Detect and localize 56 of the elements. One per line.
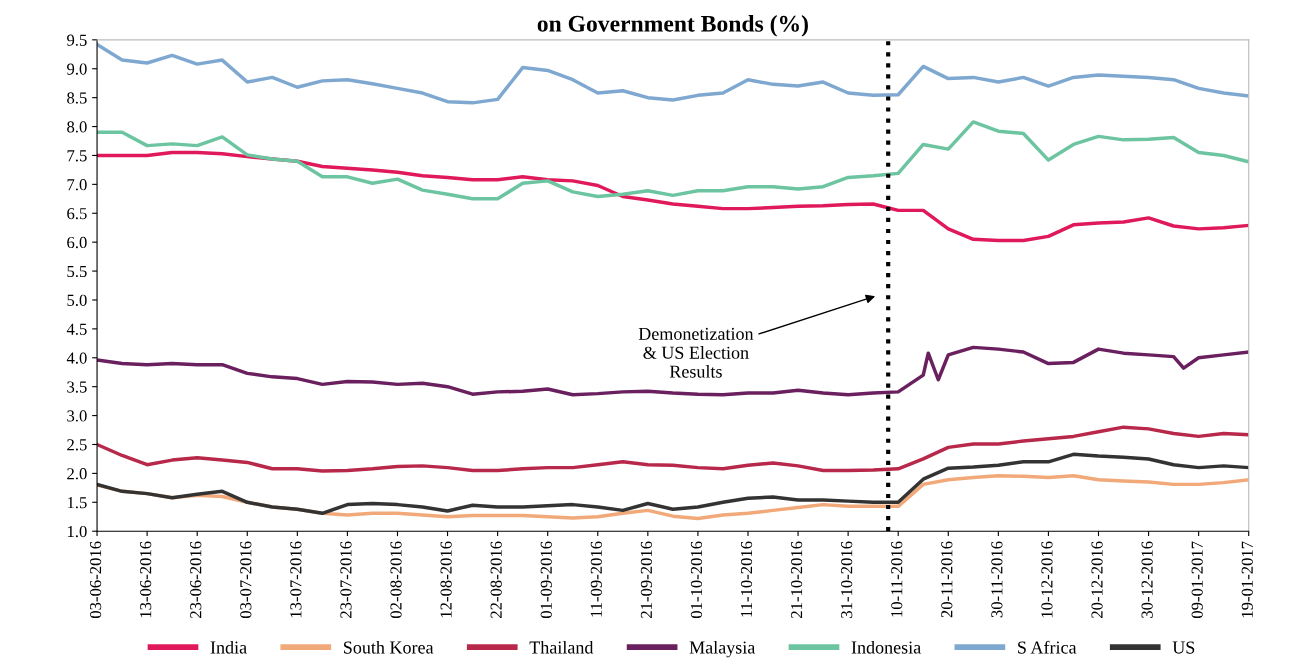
y-tick-label: 7.5 <box>67 150 87 162</box>
y-tick-label: 5.0 <box>67 294 87 306</box>
x-tick-label: 19-01-2017 <box>1241 541 1253 618</box>
x-tick-label: 22-08-2016 <box>490 541 502 618</box>
legend-label: S Africa <box>1018 640 1077 654</box>
line-series <box>97 150 1249 243</box>
x-tick-label: 21-09-2016 <box>640 541 653 618</box>
y-tick-label: 2.0 <box>67 468 87 480</box>
y-tick-label: 1.0 <box>67 525 87 538</box>
y-tick-label: 8.0 <box>67 121 87 133</box>
x-tick-label: 10-12-2016 <box>1041 541 1053 618</box>
x-tick-label: 23-06-2016 <box>190 541 202 618</box>
annotation: Demonetization & US Election Results <box>638 327 754 378</box>
line-series <box>97 452 1249 516</box>
y-tick-label: 8.5 <box>67 92 87 104</box>
x-tick-label: 11-10-2016 <box>740 541 753 617</box>
y-tick-label: 3.0 <box>67 410 87 422</box>
x-tick-label: 23-07-2016 <box>340 541 352 618</box>
y-tick-label: 1.5 <box>67 497 87 509</box>
line-series <box>97 425 1249 473</box>
x-tick-label: 03-06-2016 <box>89 541 102 619</box>
x-tick-label: 30-11-2016 <box>991 541 1003 618</box>
y-tick-label: 9.5 <box>67 34 87 46</box>
y-tick-label: 2.5 <box>67 439 87 451</box>
x-tick-label: 30-12-2016 <box>1141 541 1153 618</box>
x-tick-label: 03-07-2016 <box>240 541 252 619</box>
line-series <box>97 345 1249 397</box>
legend-label: US <box>1172 641 1195 654</box>
x-tick-label: 10-11-2016 <box>891 541 903 617</box>
chart-title: on Government Bonds (%) <box>537 15 808 37</box>
y-tick-label: 4.0 <box>66 352 87 364</box>
x-tick-label: 01-09-2016 <box>540 541 552 619</box>
x-tick-label: 01-10-2016 <box>690 541 703 619</box>
x-tick-label: 13-06-2016 <box>140 541 152 618</box>
x-tick-label: 31-10-2016 <box>841 541 853 618</box>
y-tick-label: 3.5 <box>67 381 87 393</box>
y-tick-label: 9.0 <box>67 63 87 75</box>
y-tick-label: 4.5 <box>66 323 87 335</box>
x-tick-label: 20-12-2016 <box>1091 541 1103 618</box>
y-tick-label: 5.5 <box>67 265 87 278</box>
x-tick-label: 02-08-2016 <box>390 541 402 619</box>
x-tick-label: 11-09-2016 <box>590 541 602 617</box>
x-tick-label: 13-07-2016 <box>290 541 302 618</box>
line-series <box>97 120 1249 201</box>
legend-label: Malaysia <box>689 640 756 658</box>
legend-label: South Korea <box>344 640 434 654</box>
x-tick-label: 21-10-2016 <box>790 541 803 618</box>
legend-label: Indonesia <box>851 640 921 654</box>
y-tick-label: 6.0 <box>67 236 87 249</box>
legend-label: India <box>210 640 247 654</box>
x-tick-label: 09-01-2017 <box>1191 541 1203 619</box>
x-tick-label: 20-11-2016 <box>941 541 953 618</box>
legend-label: Thailand <box>529 640 594 654</box>
y-tick-label: 7.0 <box>67 179 87 191</box>
x-tick-label: 12-08-2016 <box>440 541 452 618</box>
y-tick-label: 6.5 <box>67 208 87 220</box>
